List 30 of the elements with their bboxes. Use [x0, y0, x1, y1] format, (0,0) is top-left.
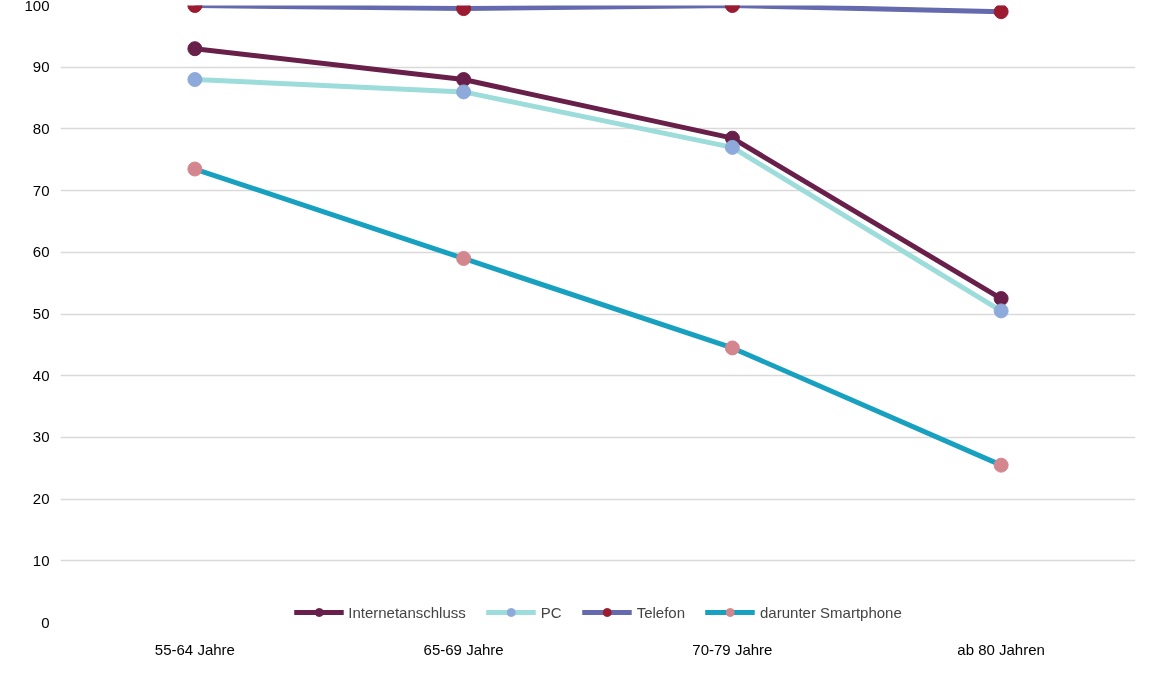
y-tick-label: 60 [32, 243, 50, 261]
point [456, 250, 472, 266]
point [993, 5, 1009, 20]
point [187, 41, 203, 57]
x-tick-label: 65-69 Jahre [423, 640, 504, 658]
point [993, 291, 1009, 307]
y-tick-label: 80 [32, 119, 50, 137]
x-tick-label: 70-79 Jahre [692, 640, 773, 658]
y-tick-label: 70 [32, 181, 50, 199]
legend-label: Telefon [636, 603, 686, 621]
y-tick-label: 0 [41, 613, 50, 631]
y-tick-label: 90 [32, 58, 50, 76]
x-tick-label: 55-64 Jahre [154, 640, 235, 658]
point [993, 457, 1009, 473]
legend-label: darunter Smartphone [760, 603, 902, 621]
y-tick-label: 50 [32, 305, 50, 322]
y-tick-label: 20 [32, 490, 50, 508]
point [724, 340, 740, 356]
y-tick-label: 10 [32, 551, 50, 569]
point [187, 72, 203, 88]
x-tick-label: ab 80 Jahren [957, 640, 1045, 658]
y-tick-label: 30 [32, 428, 50, 446]
legend-label: PC [540, 603, 562, 621]
y-tick-label: 100 [24, 0, 50, 14]
point [724, 139, 740, 155]
legend-label: Internetanschluss [348, 603, 466, 621]
point [993, 303, 1009, 319]
y-tick-label: 40 [32, 366, 50, 384]
point [456, 84, 472, 100]
point [187, 161, 203, 177]
